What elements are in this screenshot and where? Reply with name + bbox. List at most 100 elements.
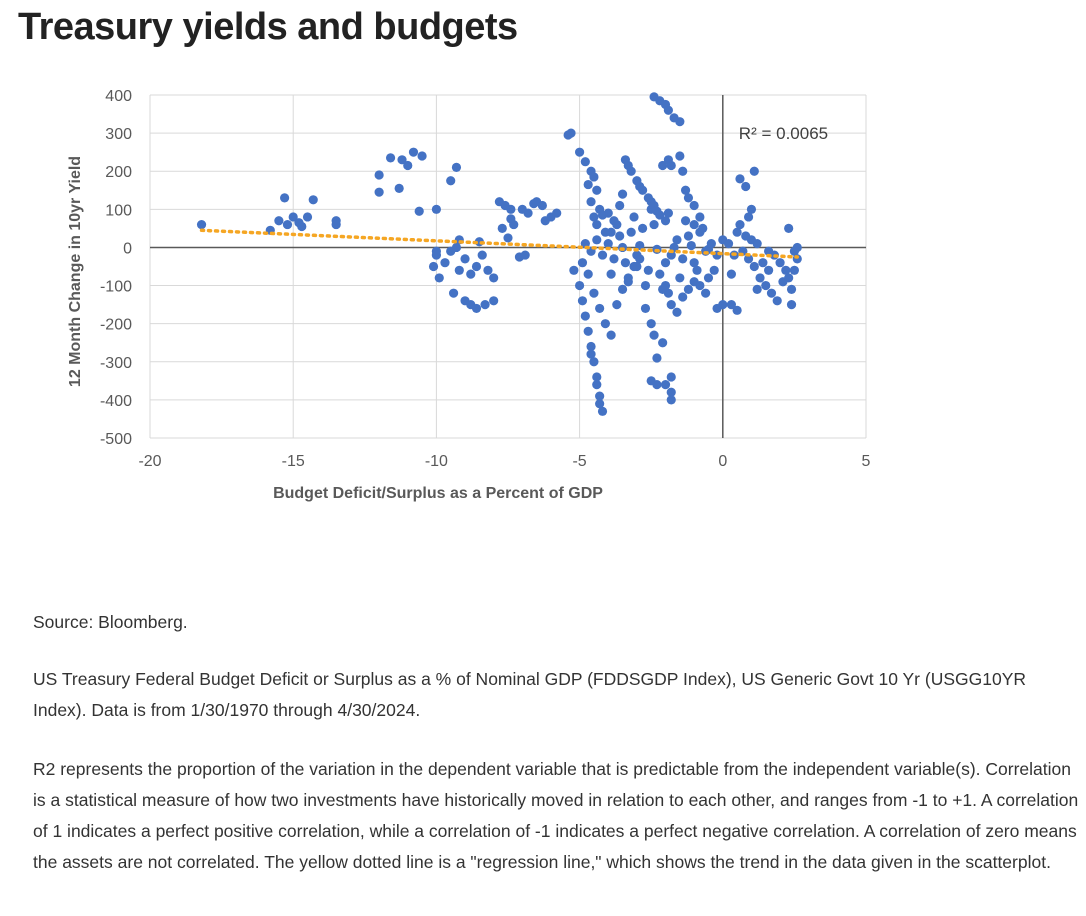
data-point (580, 311, 590, 321)
data-point (743, 254, 754, 264)
data-point (743, 212, 754, 222)
data-point (792, 242, 802, 253)
data-point (675, 151, 685, 161)
data-point (678, 166, 688, 176)
data-point (308, 195, 318, 205)
data-point (523, 208, 533, 218)
data-point (532, 197, 542, 207)
data-point (428, 261, 439, 272)
data-point (600, 319, 610, 329)
y-tick-label: 200 (105, 164, 132, 181)
data-point (746, 204, 757, 214)
data-point (646, 319, 656, 329)
data-point (775, 258, 785, 268)
data-point (297, 221, 307, 232)
data-point (764, 246, 774, 256)
y-tick-label: -500 (100, 431, 132, 448)
data-point (451, 242, 462, 253)
data-point (583, 269, 593, 279)
data-point (758, 258, 768, 268)
data-point (612, 300, 622, 310)
data-point (629, 212, 639, 222)
y-tick-label: -100 (100, 279, 132, 296)
data-point (784, 273, 794, 283)
data-point (434, 273, 444, 283)
data-point (589, 357, 599, 367)
data-point (646, 204, 656, 214)
data-point (592, 185, 602, 195)
data-point (635, 240, 645, 251)
page-title: Treasury yields and budgets (18, 6, 518, 48)
y-axis-title: 12 Month Change in 10yr Yield (67, 156, 84, 387)
data-point (764, 265, 774, 275)
data-point (196, 219, 207, 230)
data-point (638, 185, 648, 195)
x-tick-label: -20 (138, 453, 161, 470)
data-point (540, 216, 550, 226)
x-tick-label: -5 (572, 453, 586, 470)
data-point (643, 265, 653, 275)
data-point (595, 399, 605, 409)
data-point (520, 250, 530, 260)
data-point (789, 265, 800, 275)
data-point (589, 172, 599, 182)
data-point (666, 250, 676, 260)
data-point (282, 219, 293, 230)
data-point (689, 258, 699, 268)
data-point (666, 395, 676, 405)
data-point (786, 284, 797, 294)
y-tick-label: -300 (100, 355, 132, 372)
data-point (466, 269, 476, 279)
data-point (606, 330, 616, 340)
data-point (678, 292, 688, 302)
data-point (414, 206, 424, 216)
data-point (489, 273, 499, 283)
data-point (612, 219, 622, 230)
data-point (626, 166, 636, 176)
data-point (589, 212, 599, 222)
data-point (660, 216, 671, 226)
data-point (583, 179, 593, 190)
data-point (575, 147, 585, 157)
data-description: US Treasury Federal Budget Deficit or Su… (33, 669, 1027, 720)
data-point (732, 227, 742, 237)
y-tick-label: 300 (105, 126, 132, 143)
data-point (592, 235, 602, 245)
data-point (666, 300, 676, 310)
regression-line (199, 228, 800, 259)
data-point (580, 157, 590, 167)
data-point (394, 183, 404, 193)
data-point (274, 216, 284, 226)
data-point (489, 296, 499, 306)
data-point (460, 254, 470, 264)
data-point (503, 233, 513, 243)
y-tick-label: 0 (123, 240, 132, 257)
data-point (735, 219, 745, 230)
data-point (589, 288, 599, 298)
data-point (446, 176, 456, 186)
data-point (649, 330, 659, 340)
data-point (698, 223, 708, 233)
data-point (552, 208, 562, 218)
data-point (597, 250, 608, 260)
x-tick-label: -10 (425, 453, 448, 470)
data-point (732, 305, 742, 315)
data-point (709, 265, 719, 275)
data-point (302, 212, 313, 222)
data-point (595, 391, 605, 401)
data-point (655, 269, 665, 279)
source-note: Source: Bloomberg. (33, 612, 188, 632)
data-point (683, 193, 694, 203)
data-point (692, 265, 702, 275)
data-point (471, 261, 482, 272)
x-tick-label: -15 (282, 453, 305, 470)
data-point (431, 246, 441, 256)
data-point (583, 326, 593, 336)
data-point (632, 261, 642, 272)
r2-annotation: R² = 0.0065 (739, 124, 828, 143)
data-point (683, 231, 694, 241)
data-point (772, 296, 782, 306)
data-point (566, 128, 576, 138)
data-point (723, 239, 734, 249)
